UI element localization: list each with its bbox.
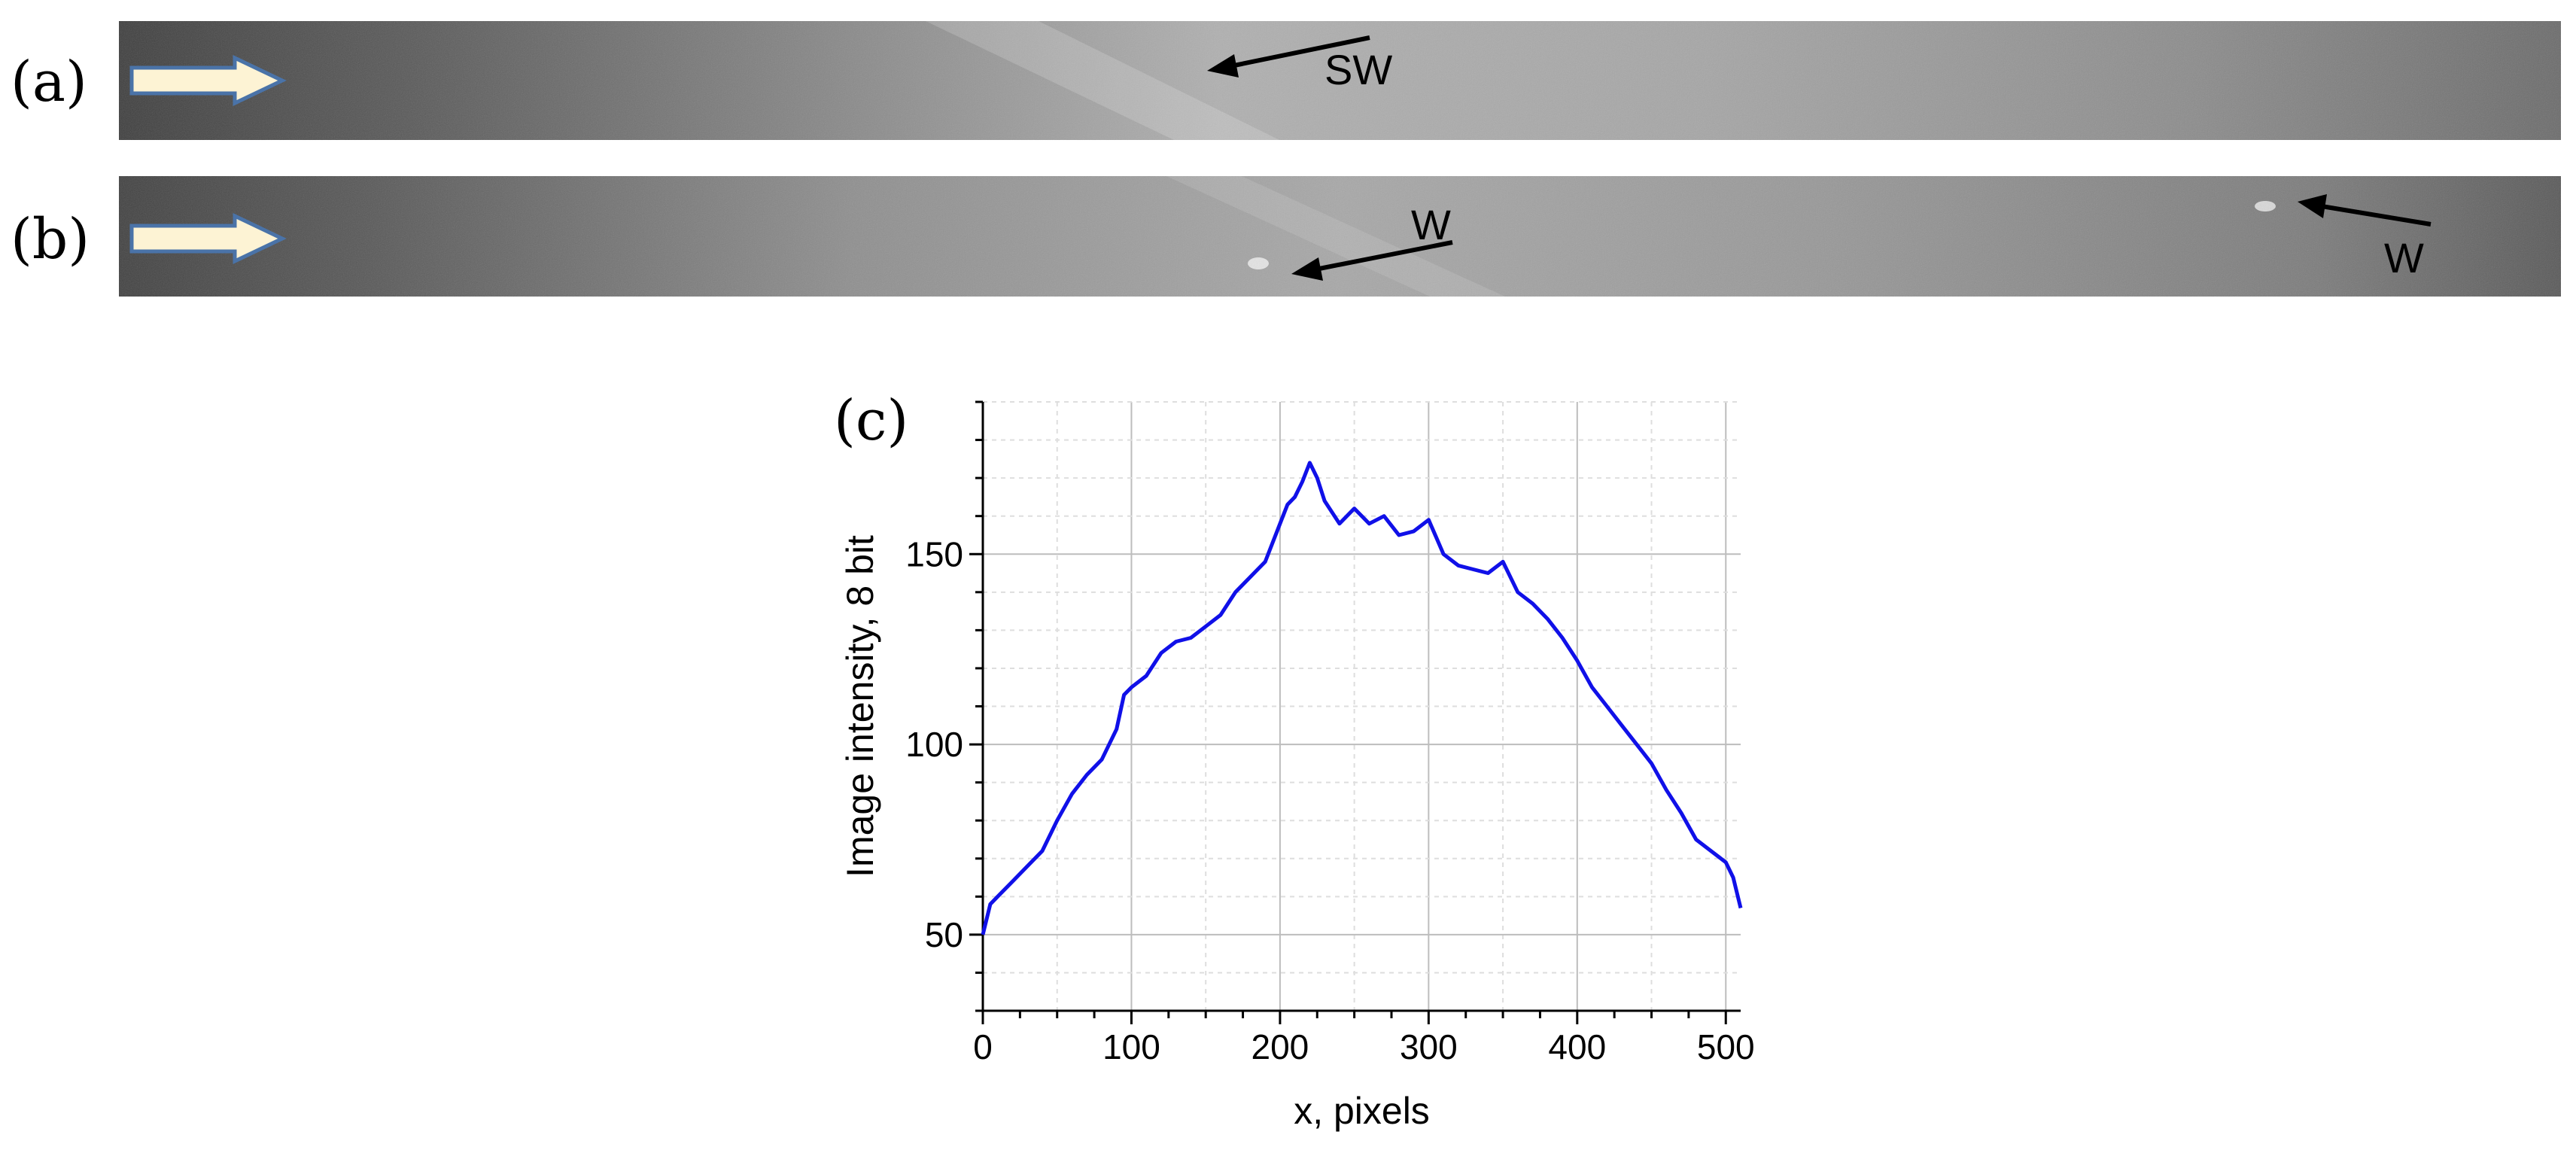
x-tick-label: 500	[1697, 1027, 1755, 1066]
annotation-w2: W	[2384, 234, 2424, 281]
x-tick-label: 0	[973, 1027, 993, 1066]
y-tick-label: 50	[925, 915, 963, 954]
x-axis-title: x, pixels	[1294, 1090, 1430, 1132]
intensity-chart: 0 100 200 300 400 500 50 100 150 x, pixels Image…	[839, 400, 1755, 1132]
chart-grid	[982, 401, 1741, 1011]
y-tick-label: 150	[905, 534, 963, 573]
chart-series	[981, 461, 1743, 935]
panel-c-label: (c)	[834, 388, 908, 453]
pointer-arrow-w2	[2298, 194, 2432, 227]
flow-arrow-b	[129, 213, 287, 264]
panel-b-label: (b)	[11, 207, 90, 272]
chart-ticks: 0 100 200 300 400 500 50 100 150	[905, 400, 1755, 1066]
x-tick-label: 300	[1400, 1027, 1458, 1066]
x-tick-label: 200	[1252, 1027, 1309, 1066]
x-tick-label: 400	[1548, 1027, 1606, 1066]
photo-strip-b	[119, 176, 2561, 297]
y-axis-title: Image intensity, 8 bit	[839, 535, 881, 878]
x-tick-label: 100	[1102, 1027, 1160, 1066]
annotation-w1: W	[1411, 201, 1451, 248]
panel-a-label: (a)	[11, 50, 87, 114]
intensity-line	[981, 461, 1743, 935]
pointer-arrow-sw	[1207, 35, 1370, 78]
flow-arrow-a	[129, 55, 287, 106]
annotation-sw: SW	[1324, 46, 1392, 93]
y-tick-label: 100	[905, 725, 963, 764]
photo-strip-a	[119, 21, 2561, 140]
pointer-arrow-w1	[1291, 240, 1453, 281]
